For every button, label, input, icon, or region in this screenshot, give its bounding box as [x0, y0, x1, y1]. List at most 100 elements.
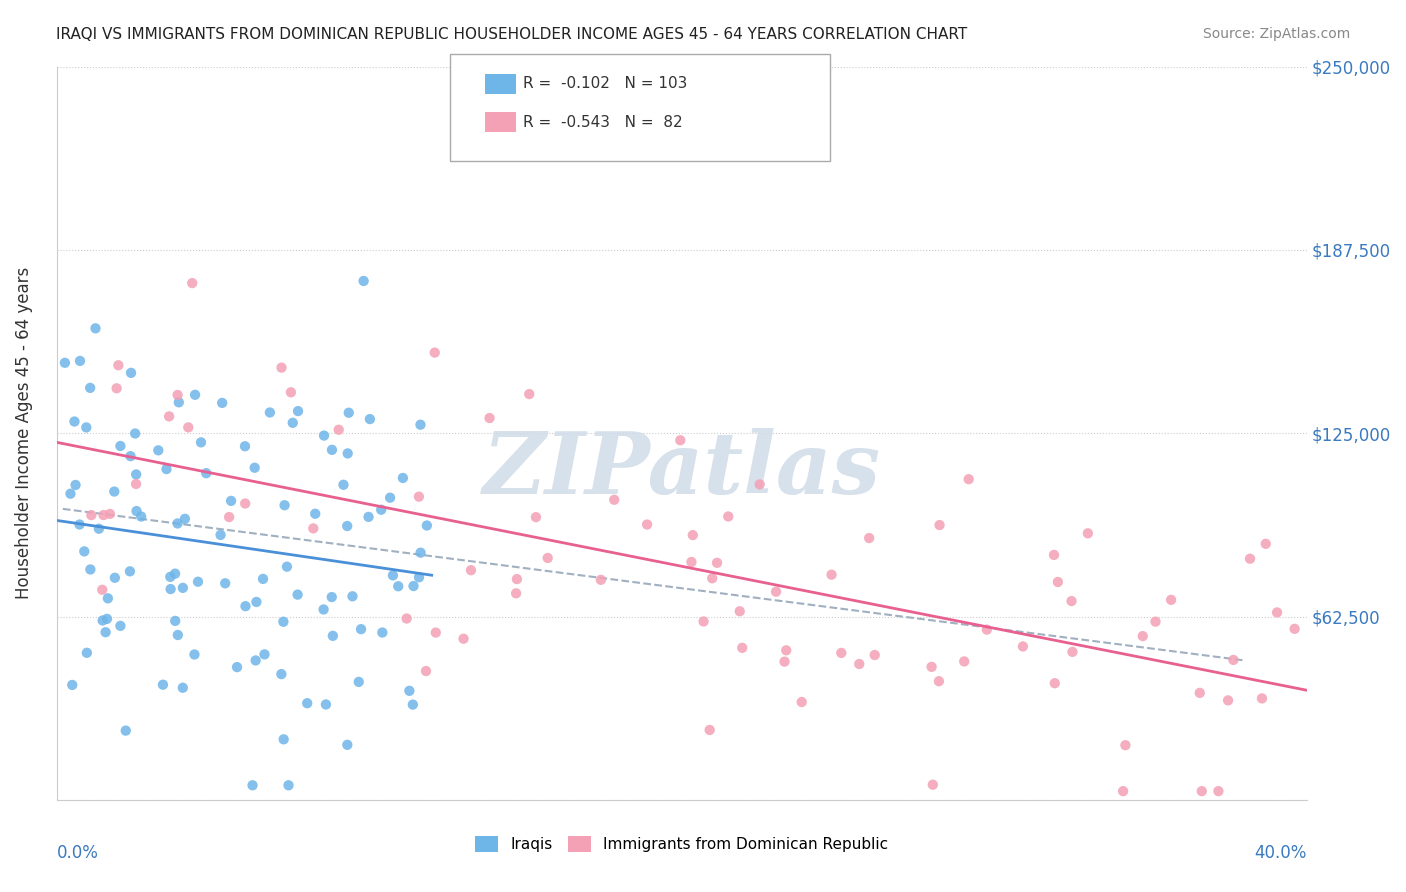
Iraqis — [63, 415, 86, 429]
Immigrants from Dominican Republic — [636, 517, 658, 532]
Immigrants from Dominican Republic — [423, 345, 446, 359]
Immigrants from Dominican Republic — [731, 640, 754, 655]
Immigrants from Dominican Republic — [415, 664, 437, 678]
Immigrants from Dominican Republic — [699, 723, 721, 737]
Immigrants from Dominican Republic — [728, 604, 751, 618]
Immigrants from Dominican Republic — [682, 528, 704, 542]
Immigrants from Dominican Republic — [506, 572, 529, 586]
Iraqis — [336, 519, 359, 533]
Iraqis — [321, 442, 343, 457]
Iraqis — [252, 572, 274, 586]
Immigrants from Dominican Republic — [953, 655, 976, 669]
Iraqis — [337, 406, 360, 420]
Iraqis — [371, 625, 394, 640]
Iraqis — [392, 471, 415, 485]
Iraqis — [69, 517, 91, 532]
Immigrants from Dominican Republic — [1112, 784, 1135, 798]
Iraqis — [84, 321, 107, 335]
Iraqis — [159, 570, 181, 584]
Iraqis — [118, 565, 141, 579]
Iraqis — [91, 614, 114, 628]
Iraqis — [59, 486, 82, 500]
Iraqis — [184, 388, 207, 402]
Iraqis — [195, 466, 218, 480]
Immigrants from Dominican Republic — [524, 510, 547, 524]
Iraqis — [69, 354, 91, 368]
Immigrants from Dominican Republic — [181, 276, 204, 290]
Iraqis — [273, 732, 295, 747]
Immigrants from Dominican Republic — [93, 508, 115, 522]
Iraqis — [409, 546, 432, 560]
Iraqis — [76, 646, 98, 660]
Iraqis — [233, 439, 256, 453]
Iraqis — [273, 498, 295, 512]
Iraqis — [245, 653, 267, 667]
Immigrants from Dominican Republic — [80, 508, 103, 522]
Immigrants from Dominican Republic — [280, 385, 302, 400]
Iraqis — [104, 571, 127, 585]
Immigrants from Dominican Republic — [1046, 574, 1069, 589]
Iraqis — [114, 723, 136, 738]
Immigrants from Dominican Republic — [603, 492, 626, 507]
Iraqis — [408, 570, 430, 584]
Iraqis — [152, 678, 174, 692]
Iraqis — [304, 507, 326, 521]
Immigrants from Dominican Republic — [1254, 537, 1277, 551]
Text: 40.0%: 40.0% — [1254, 844, 1308, 862]
Immigrants from Dominican Republic — [863, 648, 886, 662]
Immigrants from Dominican Republic — [1043, 548, 1066, 562]
Iraqis — [409, 417, 432, 432]
Immigrants from Dominican Republic — [775, 643, 797, 657]
Immigrants from Dominican Republic — [773, 655, 796, 669]
Immigrants from Dominican Republic — [858, 531, 880, 545]
Iraqis — [402, 698, 425, 712]
Immigrants from Dominican Republic — [125, 477, 148, 491]
Text: Source: ZipAtlas.com: Source: ZipAtlas.com — [1202, 27, 1350, 41]
Iraqis — [378, 491, 401, 505]
Iraqis — [315, 698, 337, 712]
Immigrants from Dominican Republic — [453, 632, 475, 646]
Text: ZIPatlas: ZIPatlas — [482, 428, 880, 512]
Iraqis — [110, 619, 132, 633]
Iraqis — [120, 449, 142, 463]
Iraqis — [166, 516, 188, 531]
Iraqis — [259, 405, 281, 419]
Iraqis — [243, 460, 266, 475]
Immigrants from Dominican Republic — [1077, 526, 1099, 541]
Legend: Iraqis, Immigrants from Dominican Republic: Iraqis, Immigrants from Dominican Republ… — [470, 830, 894, 858]
Immigrants from Dominican Republic — [976, 623, 998, 637]
Iraqis — [336, 738, 359, 752]
Iraqis — [242, 778, 264, 792]
Iraqis — [190, 435, 212, 450]
Immigrants from Dominican Republic — [157, 409, 180, 424]
Iraqis — [129, 509, 152, 524]
Iraqis — [381, 568, 404, 582]
Immigrants from Dominican Republic — [1012, 640, 1035, 654]
Immigrants from Dominican Republic — [589, 573, 612, 587]
Immigrants from Dominican Republic — [692, 615, 714, 629]
Immigrants from Dominican Republic — [1043, 676, 1066, 690]
Iraqis — [245, 595, 267, 609]
Iraqis — [370, 502, 392, 516]
Iraqis — [235, 599, 257, 614]
Immigrants from Dominican Republic — [478, 411, 501, 425]
Iraqis — [273, 615, 295, 629]
Iraqis — [174, 512, 197, 526]
Iraqis — [226, 660, 249, 674]
Iraqis — [125, 504, 148, 518]
Iraqis — [347, 674, 370, 689]
Iraqis — [79, 381, 101, 395]
Immigrants from Dominican Republic — [1251, 691, 1274, 706]
Iraqis — [183, 648, 205, 662]
Immigrants from Dominican Republic — [517, 387, 540, 401]
Immigrants from Dominican Republic — [669, 434, 692, 448]
Immigrants from Dominican Republic — [830, 646, 852, 660]
Immigrants from Dominican Republic — [706, 556, 728, 570]
Immigrants from Dominican Republic — [408, 490, 430, 504]
Iraqis — [65, 478, 87, 492]
Immigrants from Dominican Republic — [1222, 653, 1244, 667]
Immigrants from Dominican Republic — [1160, 592, 1182, 607]
Iraqis — [165, 614, 187, 628]
Immigrants from Dominican Republic — [1191, 784, 1213, 798]
Immigrants from Dominican Republic — [1239, 551, 1261, 566]
